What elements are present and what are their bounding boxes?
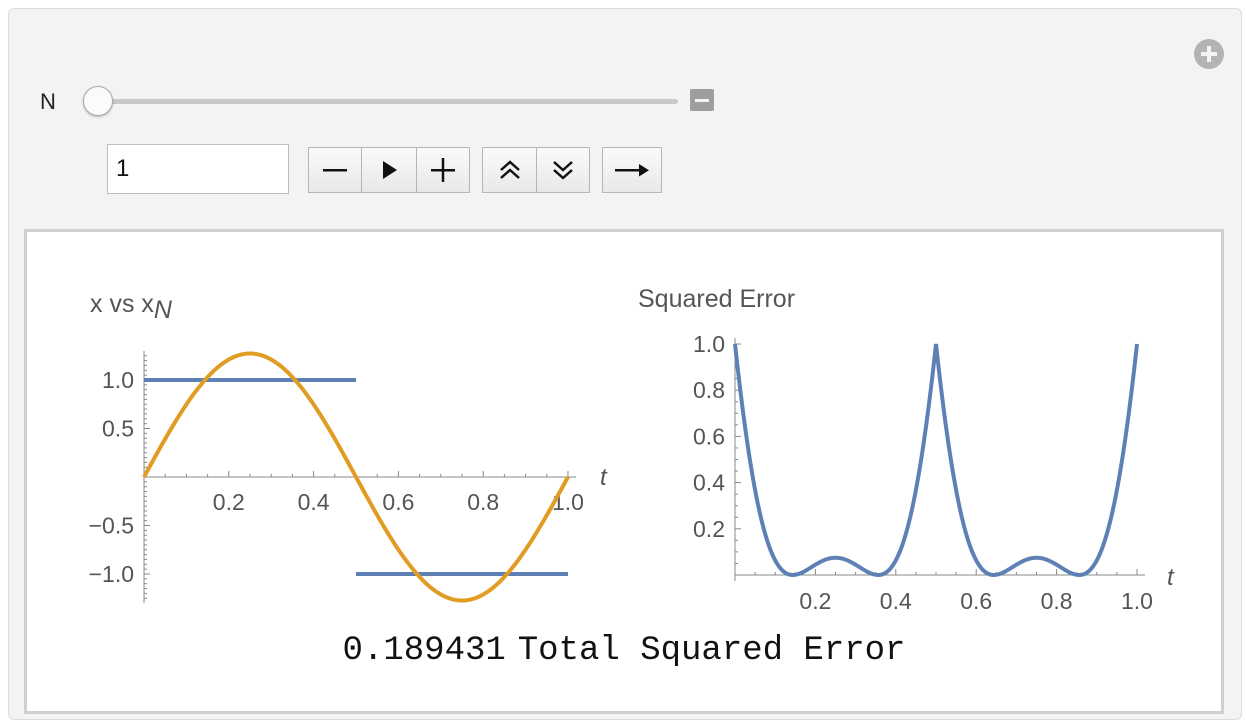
direction-button[interactable] <box>602 147 662 193</box>
chart2-x-axis-label: t <box>1167 564 1175 591</box>
faster-button[interactable] <box>482 147 537 193</box>
chart1-square-wave-line <box>144 378 568 576</box>
slower-button[interactable] <box>536 147 590 193</box>
chart1-x-tick-label: 0.4 <box>298 489 330 515</box>
chart2-squared-error-line <box>733 343 1139 577</box>
squared-error-chart: Squared Error 1.0 0.8 0.6 0.4 0.2 0.2 0.4 0.6 0.… <box>638 285 1175 614</box>
chart1-title: x vs xN <box>90 290 173 324</box>
chart1-y-tick-label: −0.5 <box>89 513 134 539</box>
minus-icon <box>323 169 347 172</box>
total-error-value: 0.189431 <box>342 632 506 670</box>
slider-label: N <box>40 89 56 114</box>
chart2-x-tick-label: 0.4 <box>880 588 912 614</box>
double-chevron-down-icon <box>553 161 573 180</box>
double-chevron-up-icon <box>499 160 520 179</box>
plus-icon <box>431 158 455 182</box>
collapse-controls-icon[interactable] <box>690 89 714 111</box>
chart1-x-tick-label: 1.0 <box>552 489 584 515</box>
chart1-x-axis-label: t <box>600 464 608 491</box>
chart1-x-tick-label: 0.8 <box>467 489 499 515</box>
chart2-x-tick-label: 0.8 <box>1041 588 1073 614</box>
increment-button[interactable] <box>416 147 470 193</box>
chart1-y-tick-label: −1.0 <box>89 561 134 587</box>
chart1-y-tick-label: 1.0 <box>102 367 134 393</box>
n-slider-track[interactable] <box>88 99 678 104</box>
output-area: x vs xN 1.0 0.5 −0.5 −1.0 0.2 0.4 0.6 0.8 1.0 t S… <box>24 229 1224 714</box>
play-icon <box>383 161 397 179</box>
chart2-y-tick-label: 1.0 <box>693 331 725 357</box>
chart1-x-tick-label: 0.2 <box>213 489 245 515</box>
chart2-y-tick-label: 0.4 <box>693 470 725 496</box>
chart2-title: Squared Error <box>638 285 795 313</box>
total-squared-error: 0.189431 Total Squared Error <box>27 632 1221 670</box>
chart1-x-tick-label: 0.6 <box>382 489 414 515</box>
n-value-input[interactable] <box>107 144 289 194</box>
play-button[interactable] <box>361 147 417 193</box>
signal-comparison-chart: x vs xN 1.0 0.5 −0.5 −1.0 0.2 0.4 0.6 0.8 1.0 t <box>89 290 608 604</box>
n-slider-thumb[interactable] <box>83 86 113 116</box>
chart2-x-tick-label: 0.2 <box>799 588 831 614</box>
chart2-x-tick-label: 1.0 <box>1121 588 1153 614</box>
chart2-y-tick-label: 0.6 <box>693 423 725 449</box>
arrow-right-icon <box>615 164 649 177</box>
chart2-y-tick-label: 0.2 <box>693 516 725 542</box>
total-error-label: Total Squared Error <box>517 632 906 670</box>
chart1-approximation-line <box>142 351 570 603</box>
add-control-icon[interactable] <box>1194 39 1224 69</box>
chart1-y-tick-label: 0.5 <box>102 416 134 442</box>
chart2-x-tick-label: 0.6 <box>960 588 992 614</box>
chart2-y-tick-label: 0.8 <box>693 377 725 403</box>
decrement-button[interactable] <box>308 147 362 193</box>
